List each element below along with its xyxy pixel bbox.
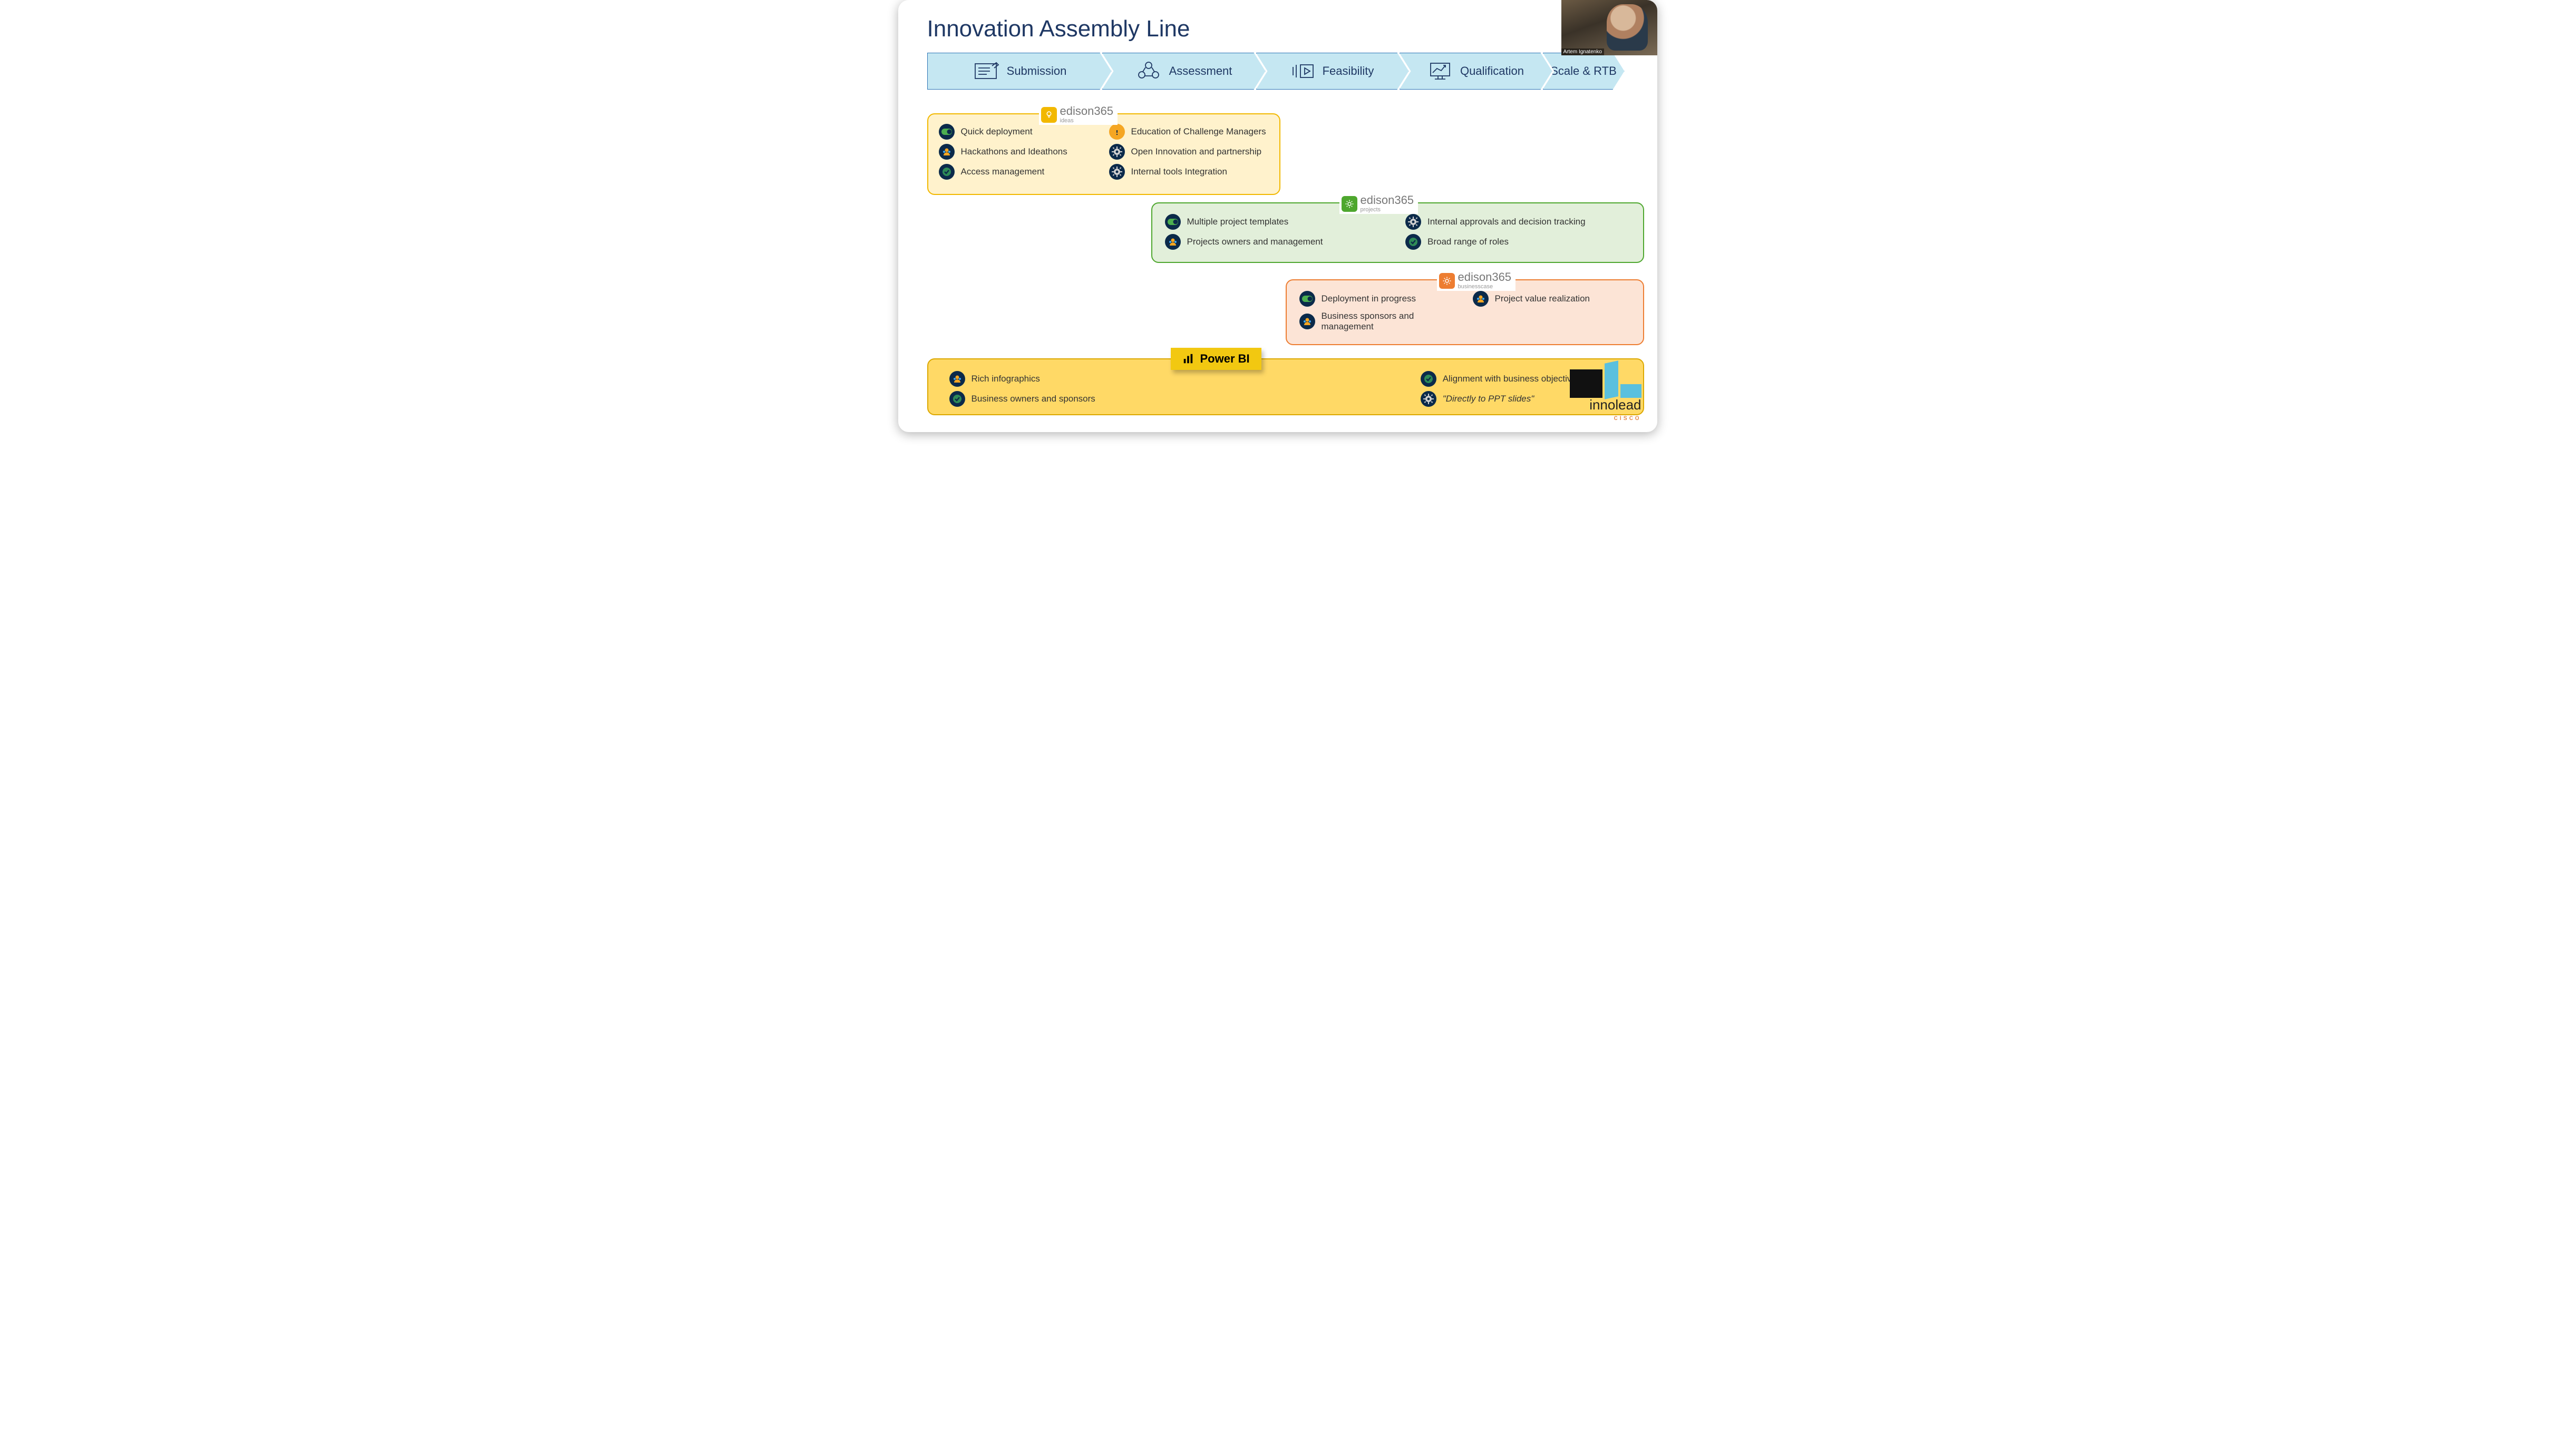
feature-text: Business sponsors and management: [1322, 311, 1457, 332]
toggle-icon: [1299, 291, 1315, 307]
feature-row: Open Innovation and partnership: [1109, 144, 1269, 160]
powerbi-label: Power BI: [1171, 348, 1261, 370]
card-business: edison365 businesscase Deployment in pro…: [1286, 279, 1644, 345]
slide-title: Innovation Assembly Line: [898, 0, 1657, 53]
gear-icon: [1109, 164, 1125, 180]
feature-text: Access management: [961, 167, 1045, 177]
feature-row: Business owners and sponsors: [949, 391, 1252, 407]
feature-row: Access management: [939, 164, 1099, 180]
webcam-name: Artem Ignatenko: [1561, 48, 1604, 55]
gear-icon: [1109, 144, 1125, 160]
powerbi-col1: Rich infographics Business owners and spo…: [949, 371, 1252, 407]
feature-text: Education of Challenge Managers: [1131, 126, 1266, 137]
people-icon: [1135, 60, 1162, 82]
feature-text: Multiple project templates: [1187, 217, 1289, 227]
feature-text: Rich infographics: [972, 374, 1040, 384]
check-icon: [1405, 234, 1421, 250]
card-business-header: edison365 businesscase: [1437, 271, 1516, 291]
check-icon: [1421, 371, 1436, 387]
chart-icon: [1427, 61, 1453, 81]
warning-icon: [1109, 124, 1125, 140]
lightbulb-icon: [1041, 107, 1057, 123]
feature-row: Hackathons and Ideathons: [939, 144, 1099, 160]
chevron-row: Submission Assessment Feasibility Qualifica…: [898, 53, 1657, 90]
business-col2: Project value realization: [1473, 291, 1630, 332]
feature-row: Rich infographics: [949, 371, 1252, 387]
chevron-label: Scale & RTB: [1550, 64, 1617, 78]
chevron-feasibility: Feasibility: [1256, 53, 1409, 90]
projects-col2: Internal approvals and decision tracking…: [1405, 214, 1630, 250]
chevron-label: Feasibility: [1323, 64, 1374, 78]
feature-row: Quick deployment: [939, 124, 1099, 140]
people-icon: [939, 144, 955, 160]
toggle-icon: [939, 124, 955, 140]
gear-badge-icon: [1439, 273, 1455, 289]
feature-text: Projects owners and management: [1187, 237, 1323, 247]
card-powerbi: Power BI Rich infographicsBusiness owner…: [927, 358, 1644, 415]
card-ideas-header: edison365 ideas: [1039, 105, 1118, 125]
ideas-brand: edison365: [1060, 104, 1114, 118]
gear-icon: [1421, 391, 1436, 407]
chevron-label: Submission: [1007, 64, 1067, 78]
toggle-icon: [1165, 214, 1181, 230]
business-brand: edison365: [1458, 270, 1512, 284]
people-icon: [949, 371, 965, 387]
form-icon: [972, 61, 999, 82]
chevron-qualification: Qualification: [1400, 53, 1552, 90]
chevron-submission: Submission: [927, 53, 1112, 90]
feature-text: Alignment with business objectives: [1443, 374, 1581, 384]
projects-col1: Multiple project templates Projects owner…: [1165, 214, 1390, 250]
chevron-label: Qualification: [1460, 64, 1524, 78]
projects-sub: projects: [1361, 207, 1414, 213]
bar-chart-icon: [1182, 353, 1194, 365]
webcam-overlay: Artem Ignatenko: [1561, 0, 1657, 55]
gear-badge-icon: [1342, 196, 1357, 212]
check-icon: [949, 391, 965, 407]
ideas-sub: ideas: [1060, 118, 1114, 124]
business-col1: Deployment in progress Business sponsors …: [1299, 291, 1457, 332]
feature-row: Internal approvals and decision tracking: [1405, 214, 1630, 230]
innolead-logo: innolead cisco: [1570, 362, 1641, 422]
play-icon: [1291, 62, 1315, 81]
feature-text: Project value realization: [1495, 294, 1590, 304]
people-icon: [1299, 314, 1315, 329]
feature-text: Hackathons and Ideathons: [961, 146, 1067, 157]
card-ideas: edison365 ideas Quick deploymentHackatho…: [927, 113, 1280, 195]
innolead-text: innolead: [1570, 397, 1641, 413]
card-projects: edison365 projects Multiple project temp…: [1151, 202, 1644, 263]
check-icon: [939, 164, 955, 180]
projects-brand: edison365: [1361, 193, 1414, 207]
people-icon: [1473, 291, 1489, 307]
gear-icon: [1405, 214, 1421, 230]
chevron-assessment: Assessment: [1102, 53, 1266, 90]
feature-row: Multiple project templates: [1165, 214, 1390, 230]
feature-text: Deployment in progress: [1322, 294, 1416, 304]
chevron-label: Assessment: [1169, 64, 1232, 78]
feature-row: Internal tools Integration: [1109, 164, 1269, 180]
innolead-bars-icon: [1570, 362, 1641, 398]
feature-row: Deployment in progress: [1299, 291, 1457, 307]
feature-row: Education of Challenge Managers: [1109, 124, 1269, 140]
card-projects-header: edison365 projects: [1339, 194, 1419, 214]
feature-text: Internal approvals and decision tracking: [1427, 217, 1586, 227]
feature-text: Quick deployment: [961, 126, 1033, 137]
feature-text: Broad range of roles: [1427, 237, 1509, 247]
feature-text: Business owners and sponsors: [972, 394, 1095, 404]
ideas-col2: Education of Challenge Managers Open Inno…: [1109, 124, 1269, 180]
feature-row: Broad range of roles: [1405, 234, 1630, 250]
feature-row: Business sponsors and management: [1299, 311, 1457, 332]
people-icon: [1165, 234, 1181, 250]
powerbi-label-text: Power BI: [1200, 352, 1250, 366]
slide: Innovation Assembly Line Submission Asses…: [898, 0, 1657, 432]
ideas-col1: Quick deployment Hackathons and Ideathons…: [939, 124, 1099, 180]
feature-row: Project value realization: [1473, 291, 1630, 307]
feature-row: Projects owners and management: [1165, 234, 1390, 250]
feature-text: Internal tools Integration: [1131, 167, 1227, 177]
feature-text: Open Innovation and partnership: [1131, 146, 1262, 157]
innolead-sub: cisco: [1570, 413, 1641, 422]
feature-text: "Directly to PPT slides": [1443, 394, 1534, 404]
chevron-scale-rtb: Scale & RTB: [1543, 53, 1625, 90]
business-sub: businesscase: [1458, 284, 1512, 290]
